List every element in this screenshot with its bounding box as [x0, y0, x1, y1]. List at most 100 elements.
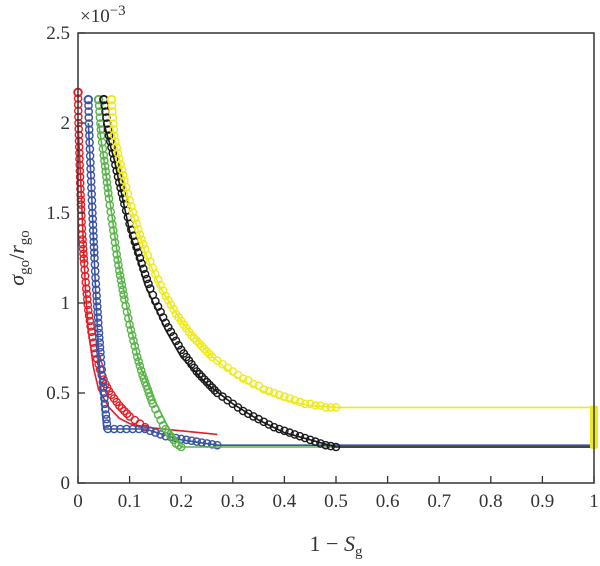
x-axis-title: 1 − Sg [310, 531, 363, 560]
series-point [104, 188, 113, 198]
series-point [93, 313, 103, 322]
series-point [115, 401, 124, 410]
series-point [115, 154, 124, 164]
series-point [109, 119, 118, 128]
series-point [285, 394, 294, 403]
series-point [182, 435, 191, 445]
y-tick-label: 0 [61, 473, 71, 494]
series-point [86, 170, 96, 180]
series-point [86, 158, 95, 167]
series-point [137, 259, 146, 268]
series-point [78, 239, 88, 249]
series-point [84, 125, 94, 134]
series-point [259, 385, 269, 394]
series-point [100, 399, 110, 409]
series-point [295, 431, 305, 441]
series-point [89, 338, 98, 347]
series-point [104, 131, 114, 140]
series-point [139, 239, 148, 249]
series-point [197, 341, 207, 351]
series-point [134, 357, 143, 366]
series-point [132, 242, 141, 252]
y-exponent-label: ×10−3 [80, 3, 126, 27]
series-point [118, 170, 128, 180]
series-point [264, 386, 274, 396]
series-point [112, 166, 121, 175]
series-point [127, 331, 137, 340]
series-point [95, 333, 104, 343]
series-line [103, 122, 594, 448]
series-point [143, 385, 152, 394]
series-point [166, 300, 176, 310]
series-point [108, 113, 118, 122]
series-point [127, 202, 136, 211]
series-point [117, 188, 127, 198]
plot-frame [77, 32, 595, 484]
series-point [140, 269, 150, 279]
series-point [98, 371, 107, 381]
series-point [300, 433, 310, 443]
series-point [321, 440, 331, 450]
series-point [75, 172, 85, 182]
series-point [133, 248, 143, 257]
y-tick-label: 2 [61, 113, 71, 134]
series-point [97, 365, 106, 374]
series-point [79, 254, 89, 263]
series-point [135, 230, 145, 239]
series-point [119, 290, 128, 299]
series-point [89, 242, 99, 252]
series-point [331, 442, 341, 452]
series-point [83, 295, 92, 304]
series-point [108, 148, 118, 158]
series-point [74, 142, 84, 152]
series-point [169, 304, 178, 314]
series-point [189, 333, 199, 343]
series-point [124, 313, 133, 323]
series-point [102, 178, 112, 187]
series-point [122, 409, 132, 419]
y-tick-label: 2.5 [46, 23, 70, 44]
series-line [110, 122, 594, 409]
x-tick-label: 0.1 [118, 491, 142, 512]
x-tick-label: 0.9 [531, 491, 555, 512]
series-point [101, 404, 110, 414]
series-point [87, 196, 97, 205]
series-point [274, 424, 284, 434]
series-point [205, 349, 214, 359]
series-point [151, 428, 160, 437]
series-point [187, 331, 196, 340]
series-point [100, 161, 110, 171]
series-point [300, 399, 310, 409]
series-point [84, 305, 93, 315]
series-point [108, 107, 117, 116]
series-point [197, 372, 207, 382]
series-point [120, 406, 129, 416]
series-point [93, 307, 102, 317]
series-point [115, 178, 124, 187]
x-tick-label: 0.7 [427, 491, 451, 512]
series-point [102, 419, 112, 428]
x-tick-label: 0.5 [324, 491, 348, 512]
series-point [87, 183, 96, 193]
series-point [92, 296, 102, 306]
series-point [74, 130, 84, 140]
series-point [109, 232, 119, 241]
series-point [85, 316, 95, 326]
series-point [107, 214, 116, 223]
series-point [169, 331, 178, 341]
series-point [83, 300, 93, 310]
series-point [116, 183, 125, 193]
series-point [192, 336, 201, 346]
series-point [101, 410, 111, 419]
series-point [84, 101, 93, 110]
series-2 [93, 94, 594, 452]
series-point [86, 164, 95, 174]
series-point [109, 154, 119, 164]
series-point [132, 352, 142, 362]
series-point [111, 160, 120, 170]
series-point [86, 177, 96, 186]
series-point [113, 255, 122, 265]
series-point [207, 383, 217, 392]
series-point [128, 424, 137, 434]
